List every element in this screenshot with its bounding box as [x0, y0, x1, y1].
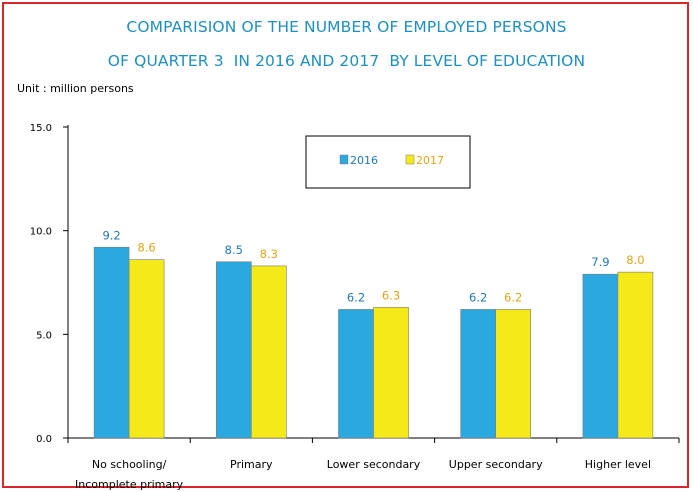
category-label: Primary [230, 458, 273, 471]
data-label-2016-1: 8.5 [225, 243, 243, 257]
y-tick-label: 10.0 [30, 227, 52, 238]
legend-swatch-2016 [339, 154, 349, 165]
bar-2016-4 [582, 273, 619, 439]
y-tick-label: 0.0 [36, 434, 52, 445]
data-label-2017-0: 8.6 [137, 241, 155, 255]
bar-2017-1 [251, 265, 287, 439]
bar-2017-4 [617, 271, 654, 439]
legend-label-2016: 2016 [350, 154, 378, 167]
bar-2016-2 [338, 309, 374, 439]
category-label: Lower secondary [327, 458, 421, 471]
chart-title-line-1: COMPARISION OF THE NUMBER OF EMPLOYED PE… [126, 18, 567, 36]
legend-swatch-2017 [405, 154, 415, 165]
bar-2016-3 [460, 309, 497, 439]
unit-label: Unit : million persons [17, 82, 134, 95]
category-label: Higher level [585, 458, 651, 471]
bar-2016-0 [93, 246, 130, 439]
category-label: Upper secondary [449, 458, 543, 471]
category-label: Incomplete primary [75, 478, 184, 491]
chart-title-line-2: OF QUARTER 3 IN 2016 AND 2017 BY LEVEL O… [107, 52, 586, 70]
data-label-2016-3: 6.2 [469, 290, 487, 304]
bar-2016-1 [216, 261, 252, 439]
data-label-2016-0: 9.2 [102, 228, 120, 242]
data-label-2016-2: 6.2 [347, 290, 365, 304]
bar-2017-3 [495, 309, 532, 439]
y-tick-label: 5.0 [36, 330, 52, 341]
data-label-2016-4: 7.9 [591, 255, 609, 269]
legend-label-2017: 2017 [416, 154, 444, 167]
data-label-2017-1: 8.3 [260, 247, 278, 261]
category-label: No schooling/ [92, 458, 167, 471]
y-tick-label: 15.0 [30, 123, 52, 134]
data-label-2017-2: 6.3 [382, 288, 400, 302]
data-label-2017-4: 8.0 [626, 253, 644, 267]
data-label-2017-3: 6.2 [504, 290, 522, 304]
legend-box [305, 135, 471, 189]
bar-2017-0 [128, 259, 165, 439]
bar-2017-2 [373, 307, 409, 439]
